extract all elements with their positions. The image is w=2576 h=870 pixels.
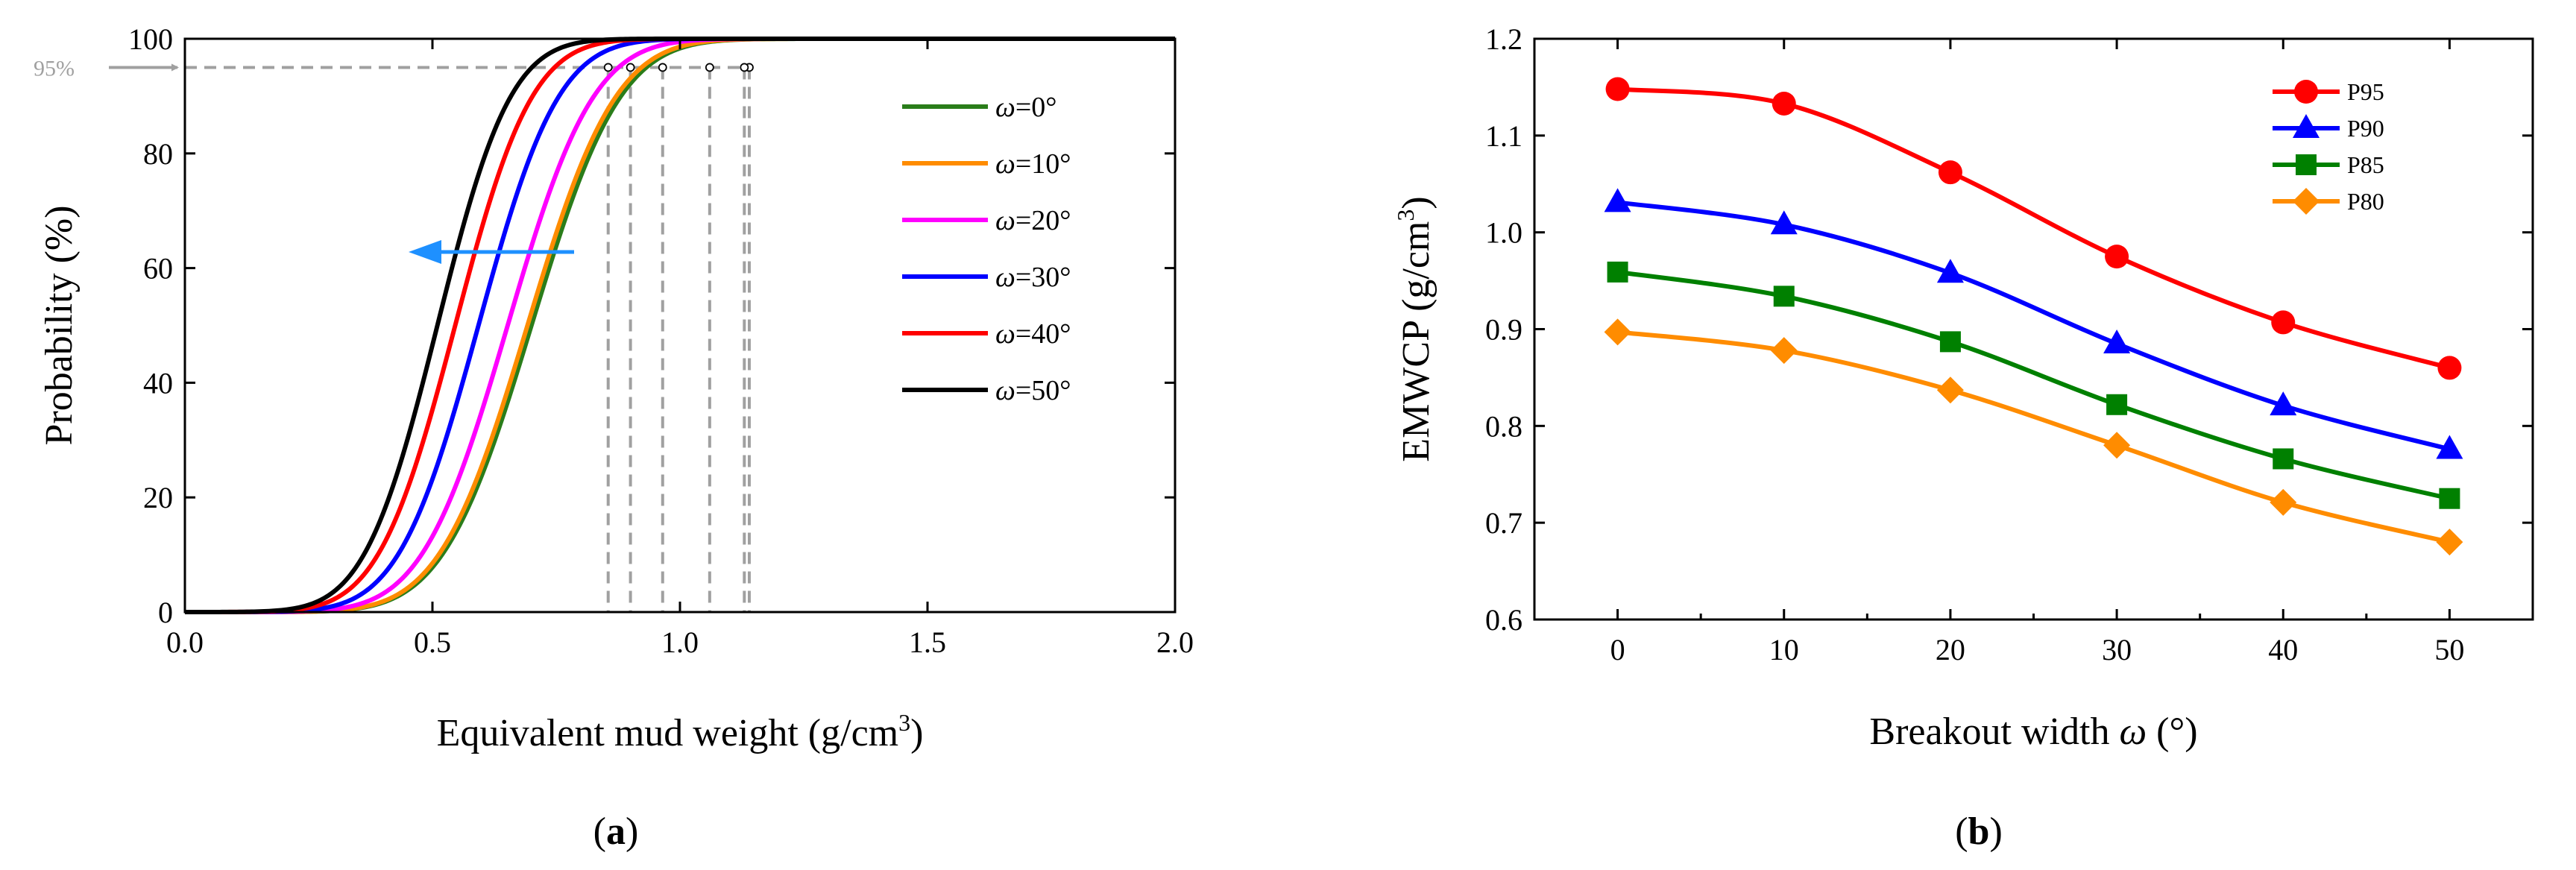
b-series-line (1617, 330, 2451, 545)
a-legend-label: ω=20° (995, 205, 1071, 236)
b-legend-label: P90 (2347, 115, 2384, 142)
b-x-tick-label: 40 (2268, 633, 2298, 666)
b-data-point (2270, 488, 2297, 516)
a-95-marker (603, 63, 613, 72)
b-series-line (1617, 86, 2451, 371)
b-x-tick-label: 20 (1936, 633, 1965, 666)
b-legend-marker (2294, 80, 2318, 104)
b-data-point (2436, 435, 2463, 459)
b-data-point (2106, 394, 2128, 415)
a-95-marker (705, 63, 714, 72)
b-data-point (1773, 286, 1795, 307)
a-legend-label: ω=30° (995, 262, 1071, 293)
b-data-point (1772, 91, 1796, 116)
b-legend: P95 P90 P85 P80 (2273, 78, 2384, 215)
b-y-tick-label: 1.0 (1485, 216, 1522, 250)
a-legend: ω=0° ω=10° ω=20° ω=30° ω=40° ω=50° (902, 92, 1071, 406)
b-data-point (1936, 376, 1964, 404)
b-series-line (1617, 269, 2451, 501)
a-y-axis-label: Probability (%) (38, 205, 81, 445)
b-series (1604, 77, 2463, 556)
b-legend-label: P85 (2347, 151, 2384, 178)
b-data-point (2436, 529, 2463, 556)
a-y-tick-label: 60 (143, 252, 173, 286)
b-data-point (1605, 77, 1630, 101)
a-y-tick-label: 100 (128, 22, 173, 56)
a-intersection-markers (603, 63, 754, 72)
a-axis-ticks: 0.0 0.5 1.0 1.5 2.0 0 20 40 60 80 100 (128, 22, 1194, 659)
b-y-axis-label: EMWCP (g/cm3) (1392, 196, 1437, 461)
a-x-tick-label: 0.5 (414, 625, 451, 659)
b-data-point (1938, 160, 1962, 185)
b-data-point (2270, 391, 2297, 416)
b-y-tick-label: 0.7 (1485, 506, 1522, 540)
b-data-point (1936, 259, 1964, 283)
a-95-marker (740, 63, 749, 72)
b-data-point (1939, 331, 1961, 353)
a-legend-label: ω=40° (995, 318, 1071, 350)
a-legend-label: ω=10° (995, 148, 1071, 180)
b-data-point (1770, 210, 1798, 235)
a-legend-label: ω=50° (995, 375, 1071, 406)
b-y-tick-label: 1.2 (1485, 22, 1522, 56)
b-data-point (1604, 318, 1631, 346)
panel-b-label: (b) (1955, 810, 2003, 853)
b-data-point (2439, 488, 2460, 509)
a-95-marker (658, 63, 667, 72)
b-legend-label: P95 (2347, 78, 2384, 105)
b-y-tick-label: 1.1 (1485, 119, 1522, 153)
a-shift-arrow (409, 240, 574, 264)
b-x-tick-label: 30 (2102, 633, 2132, 666)
b-y-tick-label: 0.9 (1485, 313, 1522, 347)
a-x-axis-label: Equivalent mud weight (g/cm3) (437, 709, 924, 754)
b-x-tick-label: 50 (2434, 633, 2464, 666)
a-y-tick-label: 0 (158, 596, 173, 629)
panel-a-chart: 0.0 0.5 1.0 1.5 2.0 0 20 40 60 80 100 ω=0° ω=10° ω=2… (34, 22, 1194, 853)
b-y-tick-label: 0.8 (1485, 409, 1522, 443)
a-reference-label: 95% (34, 56, 75, 81)
b-series-line (1617, 200, 2451, 452)
b-legend-label: P80 (2347, 188, 2384, 215)
b-data-point (2103, 329, 2131, 353)
b-data-point (2273, 448, 2294, 470)
b-x-tick-label: 0 (1610, 633, 1625, 666)
b-legend-marker (2293, 114, 2320, 138)
a-x-tick-label: 0.0 (166, 625, 204, 659)
a-y-tick-label: 20 (143, 481, 173, 514)
b-legend-marker (2296, 154, 2317, 175)
a-x-tick-label: 1.0 (661, 625, 699, 659)
a-y-tick-label: 40 (143, 366, 173, 400)
b-data-point (1770, 337, 1798, 365)
b-legend-marker (2293, 188, 2320, 215)
b-data-point (1604, 188, 1631, 212)
b-data-point (2437, 356, 2462, 380)
b-x-tick-label: 10 (1769, 633, 1799, 666)
b-axis-ticks: 0 10 20 30 40 50 0.6 0.7 0.8 0.9 1.0 1.1 1.2 (1485, 22, 2534, 666)
a-x-tick-label: 2.0 (1156, 625, 1194, 659)
b-data-point (1607, 261, 1628, 283)
a-x-tick-label: 1.5 (909, 625, 946, 659)
b-x-axis-label: Breakout width ω (°) (1869, 710, 2197, 753)
panel-b-chart: 0 10 20 30 40 500.60.70.80.91.01.11.2 P95P90P… (1392, 22, 2534, 853)
panel-a-label: (a) (593, 810, 639, 853)
b-data-point (2103, 432, 2131, 459)
b-y-tick-label: 0.6 (1485, 603, 1522, 637)
b-data-point (2271, 310, 2296, 335)
b-data-point (2105, 245, 2129, 269)
a-y-tick-label: 80 (143, 137, 173, 171)
a-reference-lines (185, 66, 751, 612)
a-95-marker (626, 63, 635, 72)
a-legend-label: ω=0° (995, 92, 1056, 123)
